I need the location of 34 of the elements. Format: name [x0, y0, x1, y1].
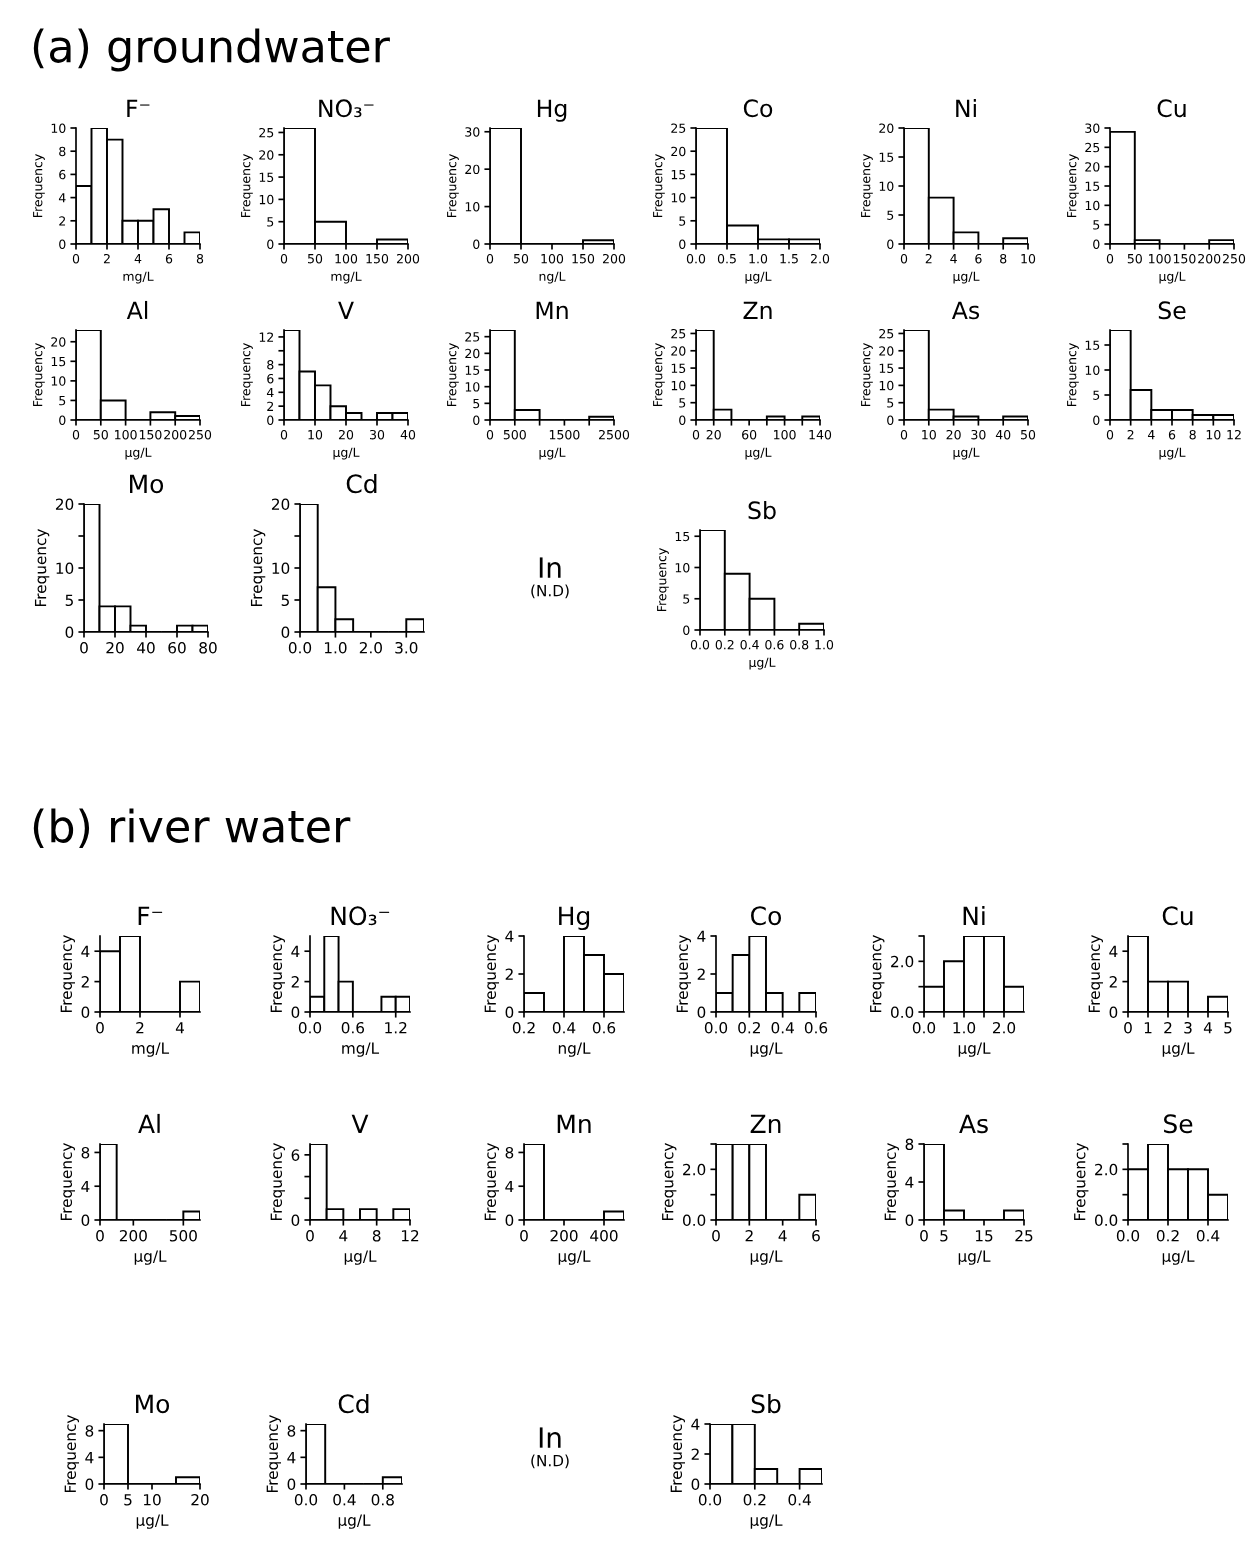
- chart-title: F⁻: [127, 99, 150, 117]
- chart-title: Se: [1164, 1114, 1193, 1134]
- chart-title: V: [351, 1114, 369, 1133]
- chart-title: Se: [1158, 301, 1186, 320]
- text: In: [539, 557, 561, 578]
- chart-title: As: [951, 301, 980, 320]
- text: (b) river water: [33, 808, 351, 849]
- chart-title: Cu: [1162, 906, 1193, 926]
- chart-title: Zn: [743, 301, 772, 319]
- chart-title: Mo: [136, 1394, 170, 1414]
- chart-title: Cd: [338, 1393, 369, 1414]
- chart-title: Al: [138, 1113, 160, 1133]
- chart-title: Sb: [751, 1393, 781, 1414]
- chart-title: Mn: [557, 1114, 591, 1133]
- chart-title: Ni: [963, 905, 985, 925]
- chart-title: F⁻: [138, 906, 163, 925]
- chart-title: Co: [743, 99, 773, 118]
- chart-title: Mn: [536, 301, 568, 319]
- chart-title: Cd: [346, 473, 377, 494]
- chart-title: NO₃⁻: [331, 906, 390, 926]
- chart-title: Cu: [1157, 99, 1186, 118]
- chart-title: Hg: [559, 906, 590, 931]
- chart-title: Hg: [537, 99, 567, 122]
- chart-title: Zn: [750, 1114, 781, 1133]
- chart-title: Co: [751, 906, 782, 926]
- chart-title: NO₃⁻: [319, 99, 374, 118]
- text: (a) groundwater: [33, 28, 390, 72]
- chart-title: V: [338, 301, 354, 319]
- chart-title: Sb: [748, 500, 776, 520]
- chart-title: Al: [126, 300, 148, 319]
- chart-title: Mo: [130, 474, 164, 494]
- chart-title: As: [959, 1114, 988, 1134]
- chart-title: Ni: [956, 98, 976, 117]
- text: In: [539, 1427, 561, 1448]
